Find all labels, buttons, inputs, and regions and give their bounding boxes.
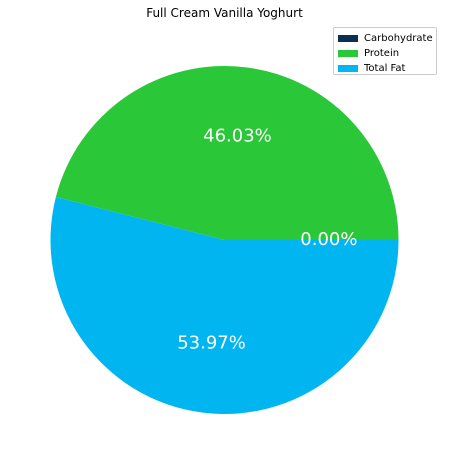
legend-swatch-carbohydrate [338, 35, 358, 42]
legend-swatch-protein [338, 50, 358, 57]
pie-label-protein: 46.03% [203, 125, 272, 146]
legend-swatch-total-fat [338, 65, 358, 72]
legend-item-total-fat: Total Fat [338, 61, 432, 76]
pie-label-carbohydrate: 0.00% [300, 229, 357, 250]
legend-label-total-fat: Total Fat [364, 63, 405, 74]
legend-item-carbohydrate: Carbohydrate [338, 31, 432, 46]
legend: Carbohydrate Protein Total Fat [333, 27, 437, 75]
legend-label-protein: Protein [364, 48, 399, 59]
legend-item-protein: Protein [338, 46, 432, 61]
pie-label-total-fat: 53.97% [177, 333, 246, 354]
legend-label-carbohydrate: Carbohydrate [364, 33, 433, 44]
